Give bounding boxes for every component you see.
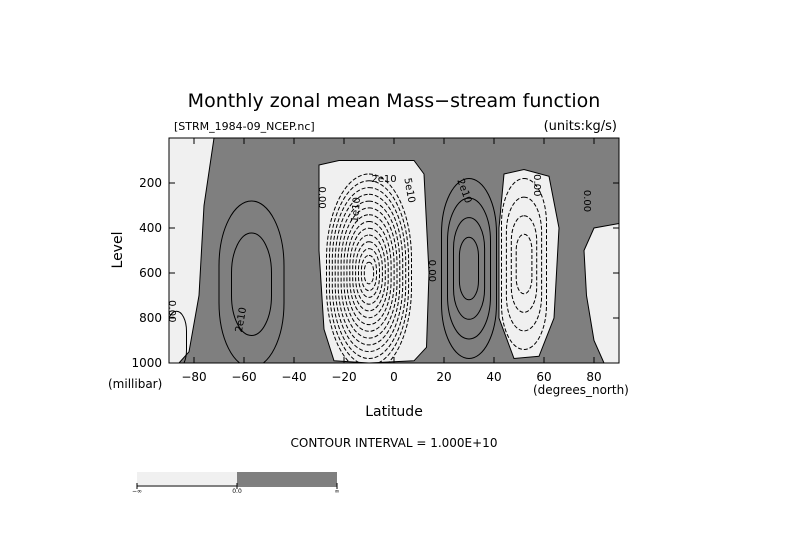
southern-hadley-cell	[326, 173, 412, 363]
units-label: (units:kg/s)	[544, 119, 617, 134]
north-polar-negative-region	[583, 222, 619, 363]
colorbar-segment	[237, 472, 337, 485]
contour-lines	[169, 173, 547, 363]
x-axis-ticks: −80 −60 −40 −20 0 20 40 60 80	[181, 138, 602, 384]
y-units-label: (millibar)	[108, 377, 162, 391]
colorbar-label: ∞	[335, 488, 340, 495]
x-tick-label: 0	[390, 370, 398, 384]
contour-line	[331, 187, 407, 359]
contour-line	[218, 200, 285, 363]
northern-hadley-cell	[441, 178, 497, 359]
contour-line	[334, 193, 404, 353]
contour-label: 5e10	[401, 177, 416, 204]
contour-line	[352, 234, 386, 312]
y-axis-ticks: 200 400 600 800 1000	[131, 176, 619, 370]
contour-line	[501, 178, 547, 350]
file-label: [STRM_1984-09_NCEP.nc]	[174, 120, 315, 133]
y-axis-label: Level	[110, 232, 126, 269]
x-tick-label: 80	[586, 370, 601, 384]
contour-line	[326, 173, 412, 363]
contour-line	[515, 233, 533, 295]
contour-line	[343, 214, 395, 332]
contour-label: 2e10	[234, 306, 249, 333]
x-tick-label: −20	[331, 370, 356, 384]
chart-title: Monthly zonal mean Mass−stream function	[188, 90, 601, 112]
contour-label: 0.00	[426, 260, 437, 282]
contour-label: 0.00	[316, 186, 327, 208]
contour-line	[458, 236, 479, 301]
south-polar-negative-region	[169, 138, 215, 363]
northern-negative-region	[498, 168, 560, 360]
x-tick-label: −80	[181, 370, 206, 384]
antarctic-polar-positive	[169, 310, 187, 363]
contour-line	[340, 207, 398, 339]
x-axis-label: Latitude	[365, 404, 423, 420]
contour-label: 2e10	[371, 174, 396, 185]
contour-line	[505, 196, 543, 332]
contour-line	[441, 178, 497, 359]
y-tick-label: 600	[139, 266, 162, 280]
contour-line	[355, 241, 383, 305]
contour-line	[358, 248, 380, 298]
y-tick-label: 400	[139, 221, 162, 235]
contour-line	[510, 215, 538, 313]
x-tick-label: −60	[231, 370, 256, 384]
contour-label: 0.00	[166, 300, 177, 322]
contour-interval-label: CONTOUR INTERVAL = 1.000E+10	[291, 436, 498, 450]
x-tick-label: 20	[436, 370, 451, 384]
contour-line	[328, 180, 410, 363]
x-units-label: (degrees_north)	[533, 383, 629, 397]
negative-regions	[169, 138, 619, 363]
x-tick-label: 40	[486, 370, 501, 384]
contour-line	[169, 310, 187, 363]
southern-ferrel-cell	[218, 200, 285, 363]
colorbar: −∞ 0.0 ∞	[132, 472, 340, 495]
x-tick-label: −40	[281, 370, 306, 384]
colorbar-segment	[137, 472, 237, 485]
contour-line	[337, 200, 401, 346]
contour-line	[363, 261, 375, 285]
x-tick-label: 60	[536, 370, 551, 384]
contour-line	[453, 217, 486, 320]
northern-ferrel-cell	[501, 178, 547, 350]
y-tick-label: 1000	[131, 356, 162, 370]
hadley-negative-region	[318, 160, 430, 363]
contour-line	[231, 232, 272, 336]
contour-line	[447, 197, 491, 340]
contour-label: 0.00	[581, 190, 592, 212]
contour-line	[349, 227, 389, 319]
colorbar-label: 0.0	[232, 488, 242, 495]
contour-line	[346, 221, 392, 326]
contour-label: 1e10	[350, 197, 363, 223]
y-tick-label: 200	[139, 176, 162, 190]
colorbar-label: −∞	[132, 488, 142, 495]
y-tick-label: 800	[139, 311, 162, 325]
contour-label: 0.00	[531, 174, 542, 196]
contour-line	[360, 254, 377, 292]
